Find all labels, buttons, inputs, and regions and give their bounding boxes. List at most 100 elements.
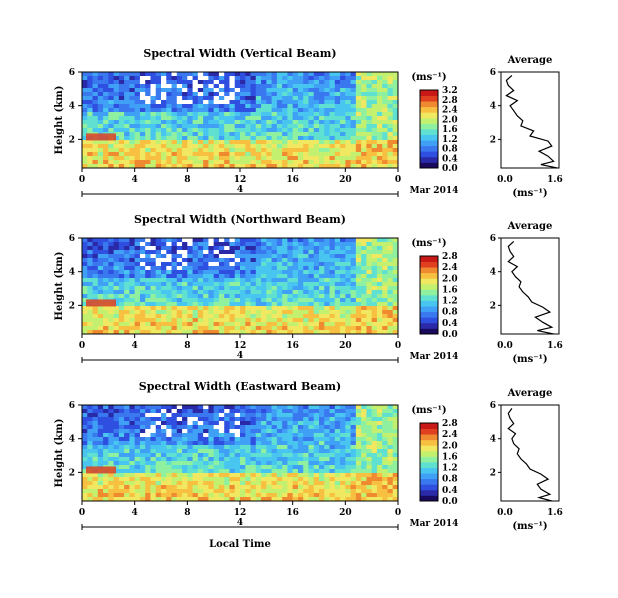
colorbar-tick: 2.8 (442, 252, 458, 262)
y-axis-label: Height (km) (54, 86, 65, 155)
heatmap-title: Spectral Width (Northward Beam) (134, 213, 346, 226)
profile-line (507, 240, 554, 335)
colorbar (419, 422, 439, 502)
y-tick-label: 2 (69, 468, 75, 478)
x-tick-label: 4 (132, 175, 138, 185)
heatmap-feature (86, 466, 116, 474)
x-tick-label: 4 (132, 341, 138, 351)
panel-2: Spectral Width (Northward Beam) 2 4 6 Height… (54, 213, 563, 365)
heatmap-title: Spectral Width (Eastward Beam) (139, 380, 341, 393)
profile-line (505, 74, 558, 169)
profile-x-label: 0.0 (497, 508, 513, 518)
y-tick-label: 4 (69, 268, 75, 278)
y-tick-label: 4 (69, 102, 75, 112)
x-axis-label: Local Time (209, 539, 271, 550)
profile-y-label: 2 (490, 468, 496, 478)
colorbar-tick: 0.0 (442, 164, 458, 174)
colorbar-tick: 2.0 (442, 115, 458, 125)
y-tick-label: 2 (69, 135, 75, 145)
x-tick-label: 16 (286, 508, 299, 518)
colorbar-tick: 0.4 (442, 319, 458, 329)
colorbar-tick: 2.0 (442, 274, 458, 284)
colorbar-tick: 0.0 (442, 497, 458, 507)
panel-3: Spectral Width (Eastward Beam) 2 4 6 Height … (54, 380, 563, 532)
profile-y-label: 6 (490, 234, 496, 244)
day-label: 4 (237, 518, 243, 528)
y-axis-label: Height (km) (54, 252, 65, 321)
date-label: Mar 2014 (410, 186, 459, 196)
y-tick-label: 2 (69, 301, 75, 311)
day-label: 4 (237, 185, 243, 195)
x-tick-label: 8 (184, 341, 190, 351)
colorbar-unit: (ms⁻¹) (411, 238, 446, 249)
heatmap-feature (86, 299, 116, 307)
y-tick-label: 6 (69, 234, 75, 244)
y-axis-label: Height (km) (54, 419, 65, 488)
x-tick-label: 8 (184, 508, 190, 518)
x-tick-label: 4 (132, 508, 138, 518)
x-tick-label: 12 (234, 508, 247, 518)
heatmap-title: Spectral Width (Vertical Beam) (143, 47, 336, 60)
colorbar-tick: 0.8 (442, 475, 458, 485)
colorbar-tick: 1.2 (442, 135, 458, 145)
colorbar-frame (419, 422, 439, 502)
colorbar-frame (419, 255, 439, 335)
profile-y-label: 2 (490, 301, 496, 311)
x-tick-label: 0 (79, 508, 85, 518)
x-tick-label: 12 (234, 175, 247, 185)
profile-x-axis-label: (ms⁻¹) (512, 354, 547, 365)
heatmap-cells (82, 238, 399, 335)
x-tick-label: 8 (184, 175, 190, 185)
x-tick-label: 16 (286, 341, 299, 351)
colorbar-tick: 2.0 (442, 441, 458, 451)
colorbar (419, 89, 439, 169)
profile-x-label: 1.6 (547, 175, 563, 185)
x-tick-label: 0 (395, 175, 401, 185)
x-tick-label: 0 (395, 341, 401, 351)
y-tick-label: 6 (69, 68, 75, 78)
colorbar-tick: 2.8 (442, 419, 458, 429)
average-title: Average (507, 388, 553, 399)
day-label: 4 (237, 351, 243, 361)
profile-y-label: 4 (490, 102, 496, 112)
colorbar-tick: 0.8 (442, 145, 458, 155)
panel-1: Spectral Width (Vertical Beam) 2 4 6 Height … (54, 47, 563, 199)
profile-x-label: 0.0 (497, 175, 513, 185)
profile-x-axis-label: (ms⁻¹) (512, 188, 547, 199)
colorbar-tick: 1.2 (442, 464, 458, 474)
profile-frame (500, 237, 560, 335)
colorbar-tick: 2.8 (442, 96, 458, 106)
colorbar-tick: 0.8 (442, 308, 458, 318)
average-title: Average (507, 221, 553, 232)
profile-line (507, 408, 552, 502)
profile-y-label: 6 (490, 401, 496, 411)
date-label: Mar 2014 (410, 352, 459, 362)
colorbar-unit: (ms⁻¹) (411, 405, 446, 416)
colorbar-tick: 2.4 (442, 106, 458, 116)
colorbar-tick: 1.2 (442, 297, 458, 307)
heatmap-cells (82, 72, 399, 169)
profile-x-label: 1.6 (547, 341, 563, 351)
x-tick-label: 20 (339, 508, 352, 518)
profile-frame (500, 404, 560, 502)
colorbar-tick: 1.6 (442, 452, 458, 462)
colorbar-unit: (ms⁻¹) (411, 72, 446, 83)
profile-x-axis-label: (ms⁻¹) (512, 521, 547, 532)
colorbar (419, 255, 439, 335)
colorbar-tick: 1.6 (442, 285, 458, 295)
heatmap-cells (82, 405, 399, 502)
y-tick-label: 4 (69, 435, 75, 445)
colorbar-tick: 1.6 (442, 125, 458, 135)
average-title: Average (507, 55, 553, 66)
x-tick-label: 0 (395, 508, 401, 518)
profile-x-label: 1.6 (547, 508, 563, 518)
x-tick-label: 0 (79, 175, 85, 185)
colorbar-tick: 0.4 (442, 154, 458, 164)
colorbar-tick: 0.4 (442, 486, 458, 496)
x-tick-label: 12 (234, 341, 247, 351)
heatmap-feature (86, 133, 116, 141)
colorbar-tick: 0.0 (442, 330, 458, 340)
x-tick-label: 16 (286, 175, 299, 185)
profile-y-label: 4 (490, 268, 496, 278)
